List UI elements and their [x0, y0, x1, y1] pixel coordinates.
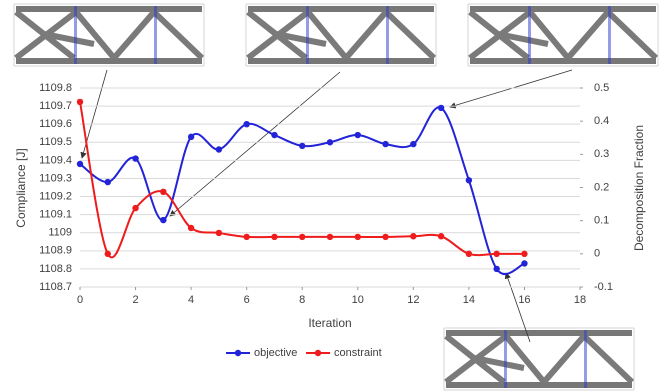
point	[382, 141, 388, 147]
point	[410, 233, 416, 239]
arrows	[82, 70, 572, 342]
point	[355, 132, 361, 138]
point	[188, 134, 194, 140]
point	[77, 161, 83, 167]
point	[355, 234, 361, 240]
x-tick-label: 8	[299, 294, 305, 306]
y2-axis-label: Decomposition Fraction	[632, 125, 646, 251]
y-tick-label: 1108.8	[39, 263, 72, 275]
point	[521, 251, 527, 257]
design-inset	[468, 4, 658, 66]
legend-marker	[235, 350, 241, 356]
y-tick-label: 1109.1	[39, 209, 72, 221]
x-tick-label: 4	[188, 294, 194, 306]
design-inset	[246, 4, 436, 66]
y2-tick-label: 0.1	[594, 215, 609, 227]
point	[410, 141, 416, 147]
y-tick-label: 1109.7	[39, 100, 72, 112]
point	[271, 234, 277, 240]
point	[299, 234, 305, 240]
point	[243, 121, 249, 127]
design-inset	[14, 4, 204, 66]
design-inset	[444, 328, 634, 390]
point	[327, 234, 333, 240]
y-tick-label: 1108.9	[39, 245, 72, 257]
y-tick-label: 1109.5	[39, 136, 72, 148]
point	[521, 260, 527, 266]
point	[438, 105, 444, 111]
point	[105, 251, 111, 257]
point	[132, 155, 138, 161]
y2-tick-label: 0	[594, 248, 600, 260]
y-tick-label: 1109.2	[39, 190, 72, 202]
x-tick-label: 0	[77, 294, 83, 306]
point	[160, 189, 166, 195]
x-tick-label: 6	[244, 294, 250, 306]
y-tick-label: 1108.7	[39, 281, 72, 293]
point	[299, 143, 305, 149]
legend-label: constraint	[334, 347, 382, 359]
y2-tick-label: -0.1	[594, 281, 613, 293]
y-tick-label: 1109.4	[39, 154, 72, 166]
point	[160, 217, 166, 223]
x-tick-label: 18	[574, 294, 586, 306]
point	[493, 266, 499, 272]
y-tick-label: 1109.6	[39, 118, 72, 130]
x-tick-label: 14	[463, 294, 475, 306]
point	[466, 177, 472, 183]
series-line	[80, 107, 524, 274]
point	[493, 251, 499, 257]
x-tick-label: 16	[518, 294, 530, 306]
point	[216, 230, 222, 236]
point	[243, 234, 249, 240]
x-axis-label: Iteration	[308, 316, 351, 330]
point	[327, 139, 333, 145]
y2-tick-label: 0.4	[594, 115, 609, 127]
legend-marker	[315, 350, 321, 356]
y2-tick-label: 0.3	[594, 148, 609, 160]
chart: Iteration Compliance [J] Decomposition F…	[0, 0, 662, 392]
y2-tick-label: 0.2	[594, 181, 609, 193]
point	[271, 132, 277, 138]
point	[132, 205, 138, 211]
point	[382, 234, 388, 240]
y-axis-label: Compliance [J]	[14, 148, 28, 227]
x-tick-label: 12	[407, 294, 419, 306]
y-tick-label: 1109.3	[39, 172, 72, 184]
point	[438, 233, 444, 239]
point	[77, 99, 83, 105]
arrow	[170, 72, 340, 216]
point	[105, 179, 111, 185]
point	[216, 146, 222, 152]
y2-tick-label: 0.5	[594, 82, 609, 94]
point	[188, 225, 194, 231]
y-tick-label: 1109	[48, 227, 72, 239]
y-tick-label: 1109.8	[39, 82, 72, 94]
x-tick-label: 2	[132, 294, 138, 306]
x-tick-label: 10	[352, 294, 364, 306]
point	[466, 251, 472, 257]
legend-label: objective	[254, 347, 297, 359]
